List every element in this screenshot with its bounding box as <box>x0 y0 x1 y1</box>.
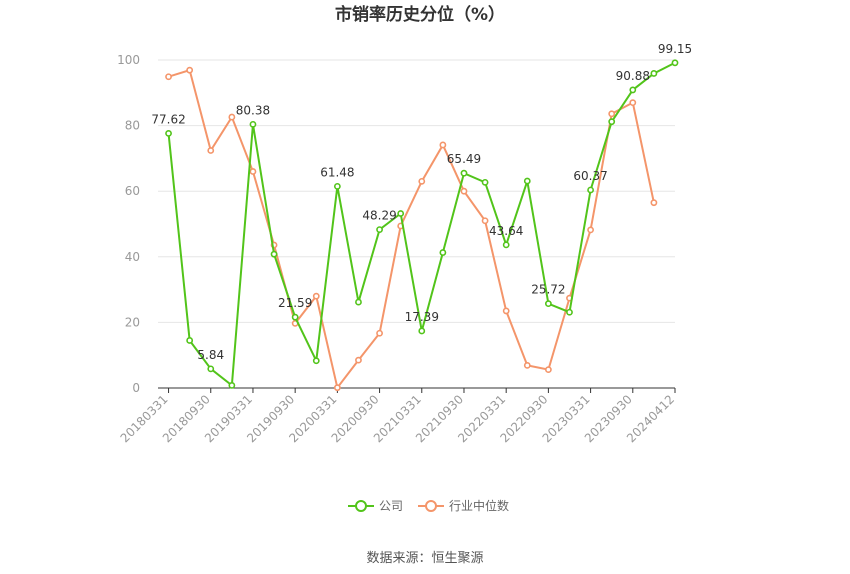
industry-point <box>186 66 194 74</box>
industry-point <box>629 99 637 107</box>
company-point <box>312 357 320 365</box>
company-point <box>671 59 679 67</box>
legend-industry-label[interactable]: 行业中位数 <box>449 498 509 513</box>
data-label: 5.84 <box>197 348 224 362</box>
y-tick-label: 0 <box>132 381 140 395</box>
industry-point <box>481 217 489 225</box>
data-label: 80.38 <box>236 103 270 117</box>
industry-point <box>439 141 447 149</box>
legend-company-label[interactable]: 公司 <box>379 499 403 513</box>
company-point <box>333 182 341 190</box>
company-point <box>502 241 510 249</box>
company-point <box>566 308 573 316</box>
company-point <box>608 118 616 126</box>
legend-company-marker[interactable] <box>355 500 367 512</box>
industry-line <box>168 68 655 390</box>
data-label: 17.39 <box>405 310 439 324</box>
data-label: 90.88 <box>616 69 650 83</box>
y-tick-label: 100 <box>117 53 140 67</box>
company-point <box>523 177 531 185</box>
x-axis: 2018033120180930201903312019093020200331… <box>118 387 677 445</box>
data-label: 21.59 <box>278 296 312 310</box>
y-tick-label: 40 <box>125 250 140 264</box>
industry-point <box>544 366 552 374</box>
company-point <box>544 300 552 308</box>
data-label: 43.64 <box>489 224 523 238</box>
industry-point <box>587 226 594 234</box>
company-point <box>460 169 468 177</box>
company-point <box>481 178 489 186</box>
industry-point <box>333 384 341 392</box>
data-label: 60.37 <box>573 169 607 183</box>
data-label: 25.72 <box>531 283 565 297</box>
company-point <box>165 130 172 137</box>
series-layer <box>165 59 679 392</box>
industry-point <box>650 199 658 207</box>
y-tick-label: 60 <box>125 184 140 198</box>
company-point <box>249 120 257 128</box>
company-point <box>418 327 426 335</box>
industry-point <box>523 361 531 369</box>
industry-point <box>355 356 362 364</box>
industry-point <box>207 147 215 154</box>
source-text: 数据来源：恒生聚源 <box>366 551 483 566</box>
industry-point <box>165 73 172 81</box>
industry-point <box>460 187 468 195</box>
data-label: 65.49 <box>447 152 481 166</box>
company-point <box>397 210 405 217</box>
company-point <box>587 186 594 194</box>
y-tick-label: 80 <box>125 119 140 133</box>
company-point <box>207 365 215 373</box>
industry-point <box>228 113 236 121</box>
company-point <box>355 298 362 306</box>
chart-title: 市销率历史分位（%） <box>335 4 505 25</box>
data-label: 99.15 <box>658 42 692 56</box>
data-label: 48.29 <box>362 209 396 223</box>
company-point <box>186 337 194 344</box>
industry-point <box>418 177 426 185</box>
industry-point <box>249 168 257 175</box>
data-label: 61.48 <box>320 165 354 179</box>
company-point <box>650 70 658 77</box>
company-point <box>228 381 236 389</box>
company-point <box>376 226 383 234</box>
data-labels: 77.62 5.84 80.38 21.59 61.48 48.29 17.39 65.49 4… <box>151 42 692 362</box>
industry-point <box>502 307 510 315</box>
data-label: 77.62 <box>151 112 185 126</box>
y-axis: 0 20 40 60 80 100 <box>117 53 140 395</box>
industry-point <box>376 329 383 337</box>
legend-industry-marker[interactable] <box>425 500 437 512</box>
industry-point <box>608 110 616 118</box>
company-point <box>270 250 278 258</box>
y-tick-label: 20 <box>125 315 140 329</box>
company-point <box>629 86 637 94</box>
industry-point <box>312 292 320 300</box>
company-point <box>291 313 299 321</box>
company-point <box>439 249 447 256</box>
legend[interactable]: 公司 行业中位数 <box>348 498 509 513</box>
